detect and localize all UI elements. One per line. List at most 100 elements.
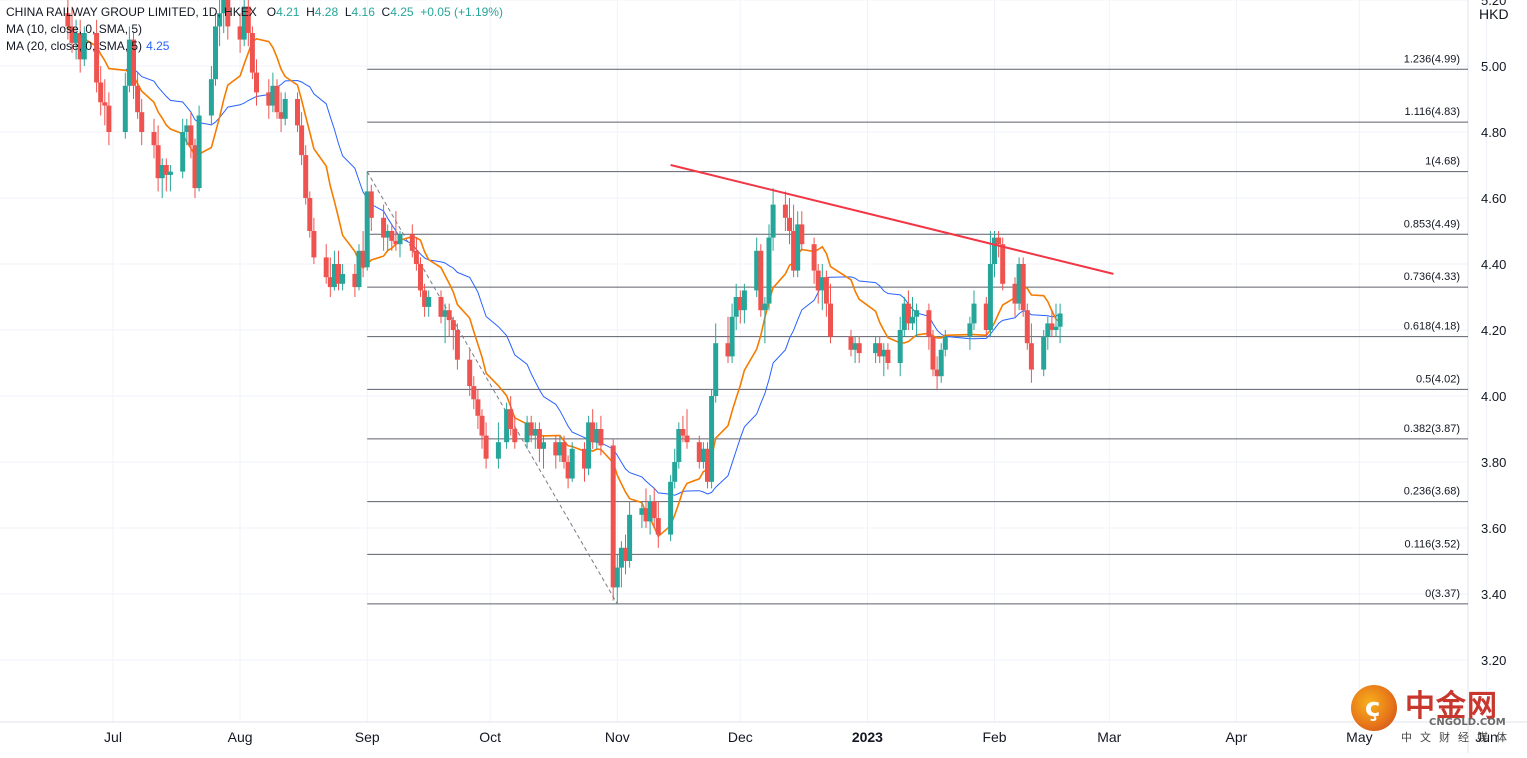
candle-body: [106, 105, 112, 132]
candle-body: [655, 518, 661, 535]
candle-body: [167, 171, 173, 175]
candle-body: [848, 336, 854, 350]
high-value: 4.28: [314, 5, 339, 19]
candle-body: [467, 359, 473, 387]
candle-body: [483, 435, 489, 459]
candle-body: [213, 26, 218, 80]
candle-body: [1020, 264, 1026, 311]
resistance-trendline: [670, 164, 1114, 275]
candle-body: [323, 257, 329, 278]
candle-body: [385, 231, 391, 238]
candle-body: [819, 277, 825, 291]
candle-body: [676, 429, 682, 462]
candle-body: [905, 303, 911, 324]
ma20-layer: [67, 26, 1061, 496]
candle-body: [930, 336, 936, 370]
low-label: L: [344, 5, 352, 19]
change-value: +0.05 (+1.19%): [420, 5, 503, 19]
ma10-legend[interactable]: MA (10, close, 0, SMA, 5): [6, 21, 503, 38]
candle-body: [307, 198, 313, 231]
candle-body: [758, 250, 764, 311]
candle-body: [852, 343, 858, 350]
open-value: 4.21: [276, 5, 300, 19]
candle-body: [397, 234, 403, 245]
ma20-legend[interactable]: MA (20, close, 0, SMA, 5) 4.25: [6, 38, 503, 55]
candle-body: [713, 343, 719, 396]
watermark-name: 中金网: [1405, 689, 1498, 724]
fibonacci-retracement[interactable]: 1.236(4.99) 1.116(4.83) 1(4.68) 0.853(4.49)…: [366, 53, 1468, 605]
candle-body: [557, 442, 563, 456]
candle-body: [967, 323, 973, 337]
candle-body: [815, 270, 821, 291]
candle-body: [992, 237, 997, 264]
candle-body: [725, 343, 731, 357]
candle-body: [811, 244, 817, 271]
candle-body: [303, 155, 309, 198]
candle-body: [582, 448, 587, 469]
fib-level-label: 1(4.68): [1425, 156, 1460, 168]
fib-level-label: 0(3.37): [1425, 588, 1460, 600]
ma20-value: 4.25: [146, 39, 170, 53]
high-label: H: [306, 5, 315, 19]
candle-body: [126, 39, 132, 86]
candle-body: [413, 250, 419, 264]
candle-body: [766, 237, 772, 304]
candle-body: [360, 250, 366, 268]
candle-body: [934, 369, 940, 377]
candle-body: [77, 33, 83, 60]
candle-body: [122, 85, 128, 132]
candle-body: [237, 26, 243, 40]
candle-body: [684, 435, 690, 443]
candle-body: [881, 349, 887, 357]
ma10-label: MA (10, close, 0, SMA, 5): [6, 22, 143, 36]
candle-body: [254, 72, 259, 93]
candle-body: [73, 33, 79, 43]
candle-body: [733, 297, 739, 317]
candle-body: [1016, 264, 1022, 304]
x-tick-label: May: [1346, 729, 1372, 745]
candle-body: [782, 204, 788, 218]
symbol-name[interactable]: CHINA RAILWAY GROUP LIMITED, 1D, HKEX: [6, 5, 257, 19]
x-tick-label: Oct: [479, 729, 501, 745]
candle-body: [1012, 283, 1018, 304]
candle-body: [266, 92, 272, 106]
candle-body: [741, 290, 747, 311]
fib-level-label: 1.236(4.99): [1404, 53, 1460, 65]
candle-body: [249, 33, 255, 73]
candle-body: [647, 501, 653, 522]
candle-body: [672, 462, 678, 482]
candle-body: [651, 501, 657, 519]
candle-body: [799, 224, 805, 245]
candle-body: [393, 240, 399, 245]
candle-body: [610, 445, 616, 588]
candle-body: [139, 112, 145, 132]
fib-level-label: 0.736(4.33): [1404, 271, 1460, 283]
candle-body: [446, 310, 452, 321]
candle-body: [524, 422, 530, 443]
candle-body: [340, 273, 346, 284]
candle-body: [270, 85, 276, 106]
candle-body: [192, 145, 198, 189]
candle-body: [65, 13, 71, 27]
candle-body: [331, 264, 337, 288]
candle-body: [770, 204, 776, 238]
candle-body: [241, 6, 247, 40]
candle-body: [364, 191, 370, 268]
candle-body: [274, 85, 280, 113]
candle-body: [1057, 313, 1063, 327]
candle-body: [504, 409, 510, 443]
candle-body: [938, 349, 944, 377]
candles-layer: [65, 0, 1063, 604]
candle-body: [709, 396, 715, 482]
ma20-label: MA (20, close, 0, SMA, 5): [6, 39, 143, 53]
low-value: 4.16: [351, 5, 375, 19]
candle-body: [614, 567, 620, 588]
y-tick-label: 5.20: [1481, 0, 1506, 8]
candle-body: [422, 290, 428, 307]
x-tick-label: Apr: [1226, 729, 1248, 745]
close-value: 4.25: [390, 5, 414, 19]
candle-body: [532, 429, 538, 436]
candle-body: [565, 462, 571, 479]
